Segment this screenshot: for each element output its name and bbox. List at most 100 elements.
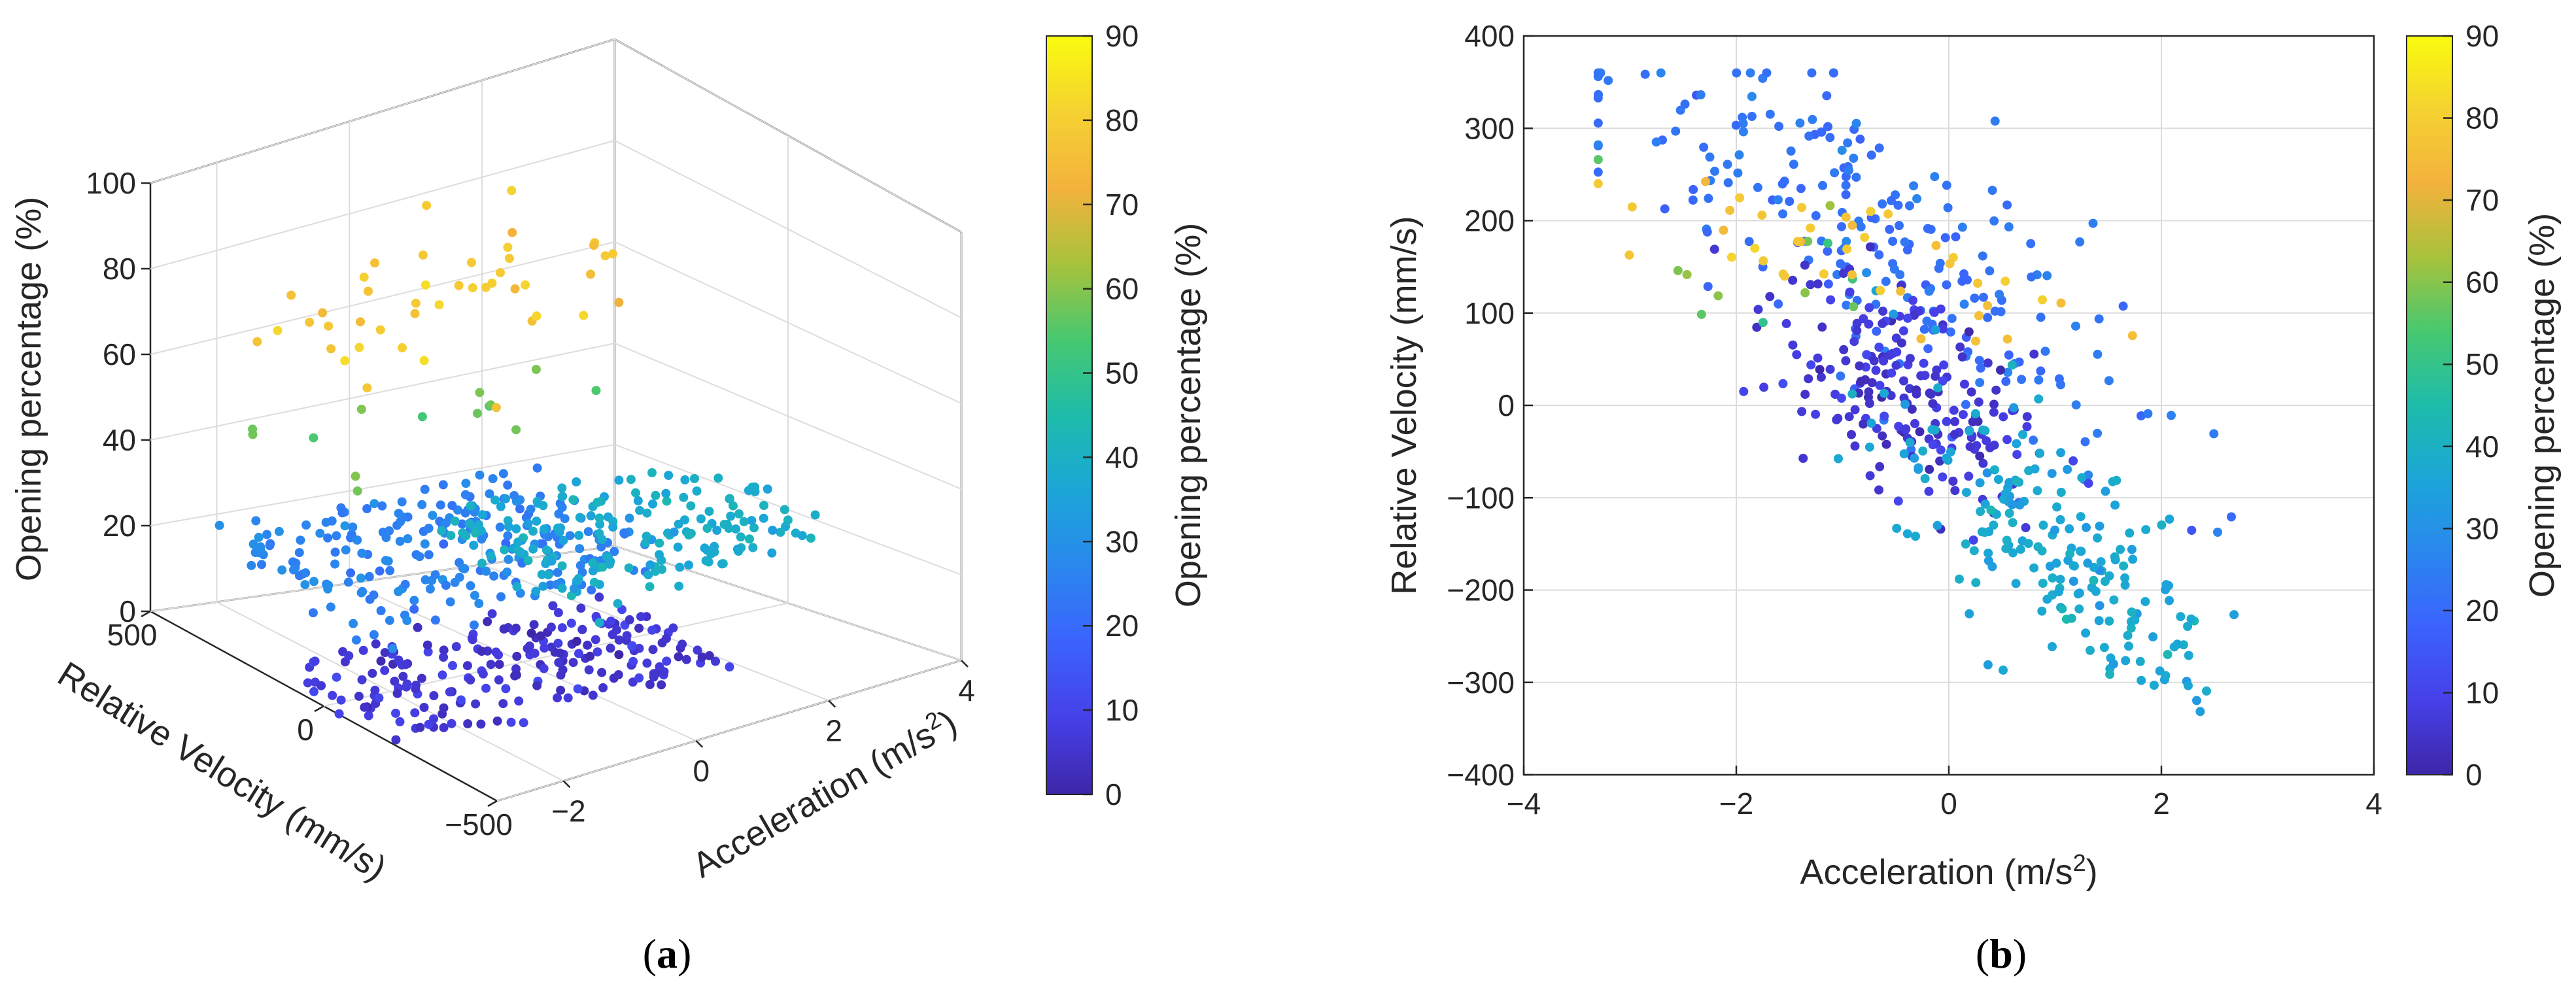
- a-point: [429, 691, 439, 700]
- a-point: [558, 535, 568, 545]
- a-point: [598, 683, 608, 692]
- b-point: [1933, 383, 1943, 393]
- a-point: [538, 581, 548, 591]
- a-point: [651, 566, 661, 576]
- a-xtick-label: 0: [693, 754, 710, 788]
- b-point: [1872, 326, 1881, 336]
- b-point: [2002, 200, 2012, 210]
- b-point: [1847, 220, 1857, 230]
- a-point: [645, 680, 655, 689]
- b-point: [1847, 430, 1856, 439]
- b-point: [1862, 268, 1872, 278]
- a-point: [704, 651, 714, 660]
- a-point: [375, 566, 385, 576]
- a-point: [248, 424, 258, 434]
- b-point: [1975, 378, 1985, 388]
- b-point: [1925, 388, 1934, 398]
- b-point: [1943, 203, 1953, 212]
- b-point: [1999, 412, 2008, 422]
- a-point: [470, 590, 479, 600]
- b-point: [1975, 478, 1985, 488]
- a-point: [569, 584, 579, 594]
- a-point: [400, 579, 410, 589]
- a-point: [330, 559, 340, 569]
- b-point: [1920, 474, 1930, 483]
- a-point: [706, 549, 716, 559]
- a-point: [704, 507, 714, 517]
- a-point: [612, 625, 621, 635]
- a-point: [554, 658, 564, 668]
- b-point: [1813, 353, 1823, 363]
- a-point: [309, 577, 318, 586]
- a-data-points: [215, 186, 820, 745]
- a-point: [413, 622, 422, 632]
- b-point: [2004, 509, 2014, 518]
- b-ytick-label: 0: [1498, 388, 1515, 422]
- a-point: [369, 630, 379, 639]
- b-point: [1990, 116, 2000, 126]
- a-point: [514, 696, 524, 706]
- a-point: [396, 517, 405, 526]
- a-grid-z-back: [150, 343, 615, 441]
- a-point: [438, 709, 447, 719]
- b-point: [2165, 596, 2174, 605]
- b-point: [1940, 233, 1950, 243]
- a-point: [662, 496, 672, 506]
- a-point: [456, 695, 466, 705]
- b-point: [1656, 68, 1666, 78]
- b-point: [2123, 630, 2133, 640]
- b-point: [1908, 296, 1917, 305]
- a-point: [486, 660, 496, 670]
- b-point: [1905, 437, 1915, 447]
- b-point: [2047, 469, 2057, 479]
- b-point: [2012, 477, 2021, 486]
- b-point: [1871, 365, 1881, 375]
- a-xlabel: Acceleration (m/s2): [684, 700, 963, 885]
- a-point: [614, 650, 624, 660]
- a-point: [575, 560, 585, 570]
- a-point: [340, 521, 350, 531]
- b-point: [1895, 221, 1904, 230]
- b-cb-tick-label: 10: [2465, 675, 2499, 709]
- a-point: [745, 534, 754, 544]
- a-point: [411, 681, 421, 690]
- a-point: [437, 526, 447, 535]
- a-point: [642, 658, 652, 668]
- b-point: [1845, 287, 1855, 297]
- a-point: [529, 620, 539, 630]
- b-point: [1931, 371, 1940, 381]
- b-point: [2099, 643, 2109, 653]
- b-point: [1985, 266, 1995, 276]
- b-point: [2040, 347, 2050, 356]
- b-point: [2126, 623, 2136, 633]
- a-point: [323, 533, 333, 543]
- b-point: [1851, 118, 1861, 128]
- b-point: [1702, 227, 1712, 237]
- b-gridlines: [1523, 35, 2375, 775]
- a-point: [487, 279, 497, 288]
- b-point: [1957, 222, 1967, 232]
- b-ytick-label: 100: [1464, 296, 1515, 330]
- b-point: [1841, 356, 1851, 365]
- b-point: [2076, 512, 2086, 522]
- a-xtick-label: 2: [825, 713, 842, 747]
- a-point: [349, 619, 358, 628]
- a-grid-z-back: [150, 444, 615, 526]
- a-point: [613, 599, 623, 609]
- a-point: [499, 624, 509, 634]
- a-point: [556, 685, 566, 695]
- b-point: [1750, 243, 1760, 253]
- a-xlabel-main: Acceleration (m/s: [686, 715, 942, 886]
- a-cb-tick-label: 30: [1105, 524, 1139, 558]
- b-point: [1903, 313, 1913, 323]
- a-point: [438, 480, 448, 490]
- b-point: [2055, 515, 2065, 524]
- a-point: [251, 516, 261, 526]
- b-point: [1779, 177, 1789, 186]
- a-point: [614, 475, 624, 485]
- b-point: [1950, 416, 1960, 426]
- b-point: [1976, 507, 1985, 517]
- b-point: [1911, 532, 1920, 541]
- b-point: [1915, 427, 1925, 437]
